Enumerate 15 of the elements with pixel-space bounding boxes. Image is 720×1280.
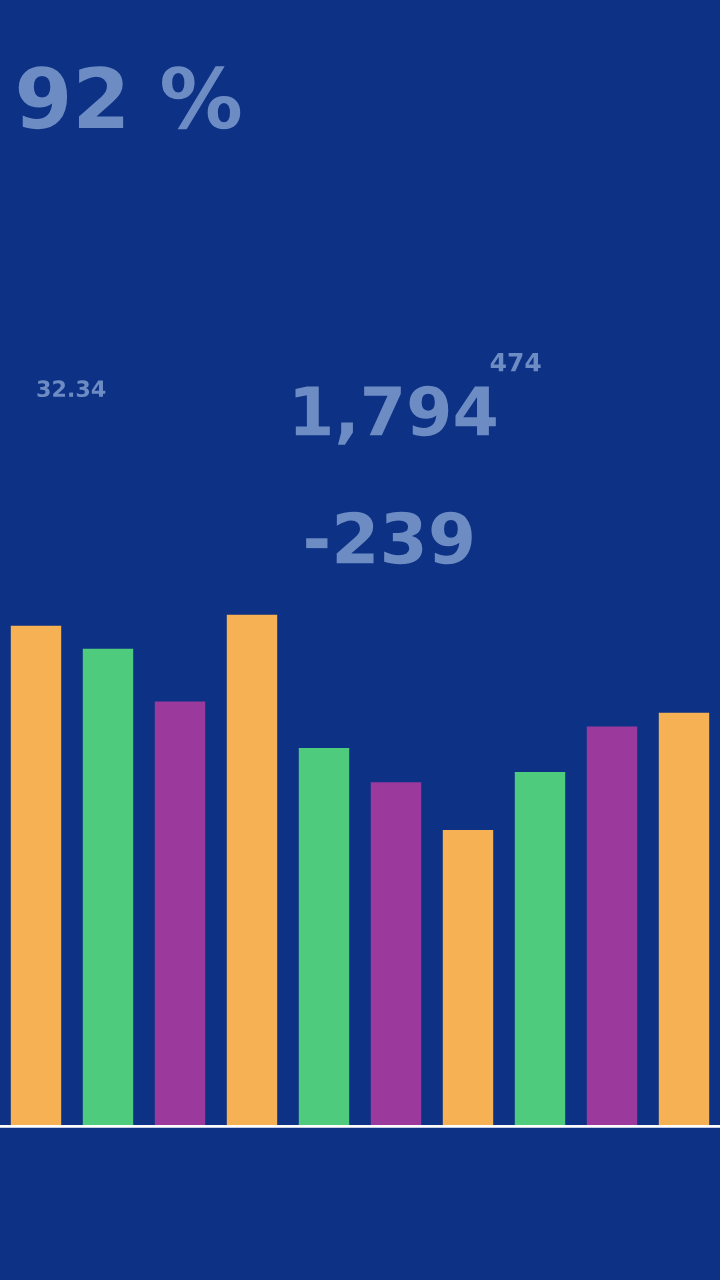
bar [10, 625, 62, 1127]
bar [154, 701, 206, 1127]
bar [226, 614, 278, 1127]
bar [442, 829, 494, 1127]
text: 474 [490, 352, 541, 372]
text: 1,794 [295, 385, 496, 445]
bar [298, 748, 350, 1127]
text: 32.34 [37, 380, 106, 398]
bar [82, 648, 134, 1127]
bar [370, 782, 422, 1127]
bar [658, 712, 710, 1127]
text: -239 [306, 511, 472, 565]
bar [586, 726, 638, 1127]
text: 92 % [18, 66, 241, 130]
bar [514, 772, 566, 1127]
